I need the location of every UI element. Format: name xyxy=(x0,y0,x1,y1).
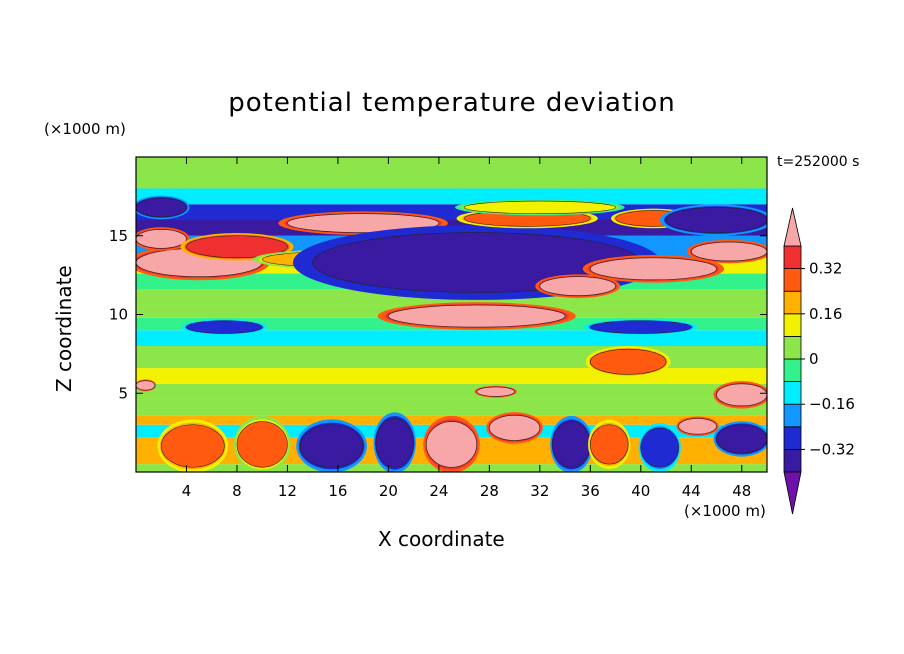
colorbar-segment xyxy=(783,448,802,473)
colorbar-min-arrow xyxy=(783,471,802,515)
contour-region xyxy=(590,348,667,375)
colorbar-segment xyxy=(783,335,802,360)
contour-region xyxy=(690,241,767,262)
contour-band xyxy=(136,188,767,205)
colorbar: 0.32 0.16 0 −0.16 −0.32 xyxy=(783,207,855,515)
contour-region xyxy=(160,424,225,468)
x-axis-unit: (×1000 m) xyxy=(684,502,766,520)
colorbar-segment xyxy=(783,290,802,315)
colorbar-segment xyxy=(783,358,802,383)
x-tick-label: 44 xyxy=(682,482,701,500)
contour-region xyxy=(136,380,156,391)
contour-region xyxy=(552,421,591,468)
x-tick-label: 48 xyxy=(732,482,751,500)
colorbar-segment xyxy=(783,245,802,270)
contour-region xyxy=(476,386,515,397)
contour-region xyxy=(590,257,717,281)
contour-region xyxy=(236,421,288,468)
x-axis-label: X coordinate xyxy=(378,527,505,551)
x-tick-label: 28 xyxy=(480,482,499,500)
contour-region xyxy=(375,418,414,468)
contour-region xyxy=(590,424,629,465)
colorbar-segment xyxy=(783,381,802,405)
colorbar-tick-label: −0.32 xyxy=(809,440,855,458)
contour-region xyxy=(716,383,767,407)
colorbar-tick-label: 0.16 xyxy=(809,305,842,323)
contour-band xyxy=(136,399,767,416)
colorbar-tick-label: 0.32 xyxy=(809,260,842,278)
colorbar-max-arrow xyxy=(783,207,802,247)
y-tick-label: 5 xyxy=(118,384,128,402)
contour-band xyxy=(136,383,767,400)
colorbar-segment xyxy=(783,426,802,450)
colorbar-tick-label: 0 xyxy=(809,350,819,368)
contour-region xyxy=(186,320,263,334)
time-label: t=252000 s xyxy=(777,154,860,170)
contour-region xyxy=(489,414,541,441)
contour-region xyxy=(425,421,478,468)
x-tick-label: 40 xyxy=(631,482,650,500)
contour-band xyxy=(136,368,767,384)
contour-region xyxy=(287,213,440,233)
x-tick-label: 8 xyxy=(232,482,242,500)
contour-region xyxy=(299,424,364,468)
contour-region xyxy=(388,304,566,328)
chart-title: potential temperature deviation xyxy=(228,88,676,118)
contour-region xyxy=(186,235,288,259)
contour-band xyxy=(136,330,767,346)
colorbar-segment xyxy=(783,403,802,428)
contour-region xyxy=(463,200,616,214)
x-tick-label: 36 xyxy=(581,482,600,500)
contour-band xyxy=(136,157,767,189)
colorbar-tick-label: −0.16 xyxy=(809,395,855,413)
y-tick-label: 10 xyxy=(109,306,128,324)
x-tick-label: 4 xyxy=(182,482,192,500)
y-tick-label: 15 xyxy=(109,227,128,245)
y-axis-unit: (×1000 m) xyxy=(44,120,126,138)
contour-region xyxy=(678,418,717,435)
contour-region xyxy=(136,229,187,249)
contour-region xyxy=(136,197,187,218)
colorbar-segment xyxy=(783,268,802,292)
contour-region xyxy=(640,427,679,468)
x-tick-label: 12 xyxy=(278,482,297,500)
x-tick-label: 32 xyxy=(530,482,549,500)
contour-region xyxy=(716,424,767,454)
contour-region xyxy=(665,207,767,233)
x-tick-label: 20 xyxy=(379,482,398,500)
contour-band xyxy=(136,346,767,369)
contour-region xyxy=(590,320,692,334)
plot-area xyxy=(136,157,767,472)
x-tick-label: 24 xyxy=(429,482,448,500)
colorbar-segment xyxy=(783,313,802,337)
x-tick-label: 16 xyxy=(328,482,347,500)
contour-region xyxy=(539,276,616,296)
